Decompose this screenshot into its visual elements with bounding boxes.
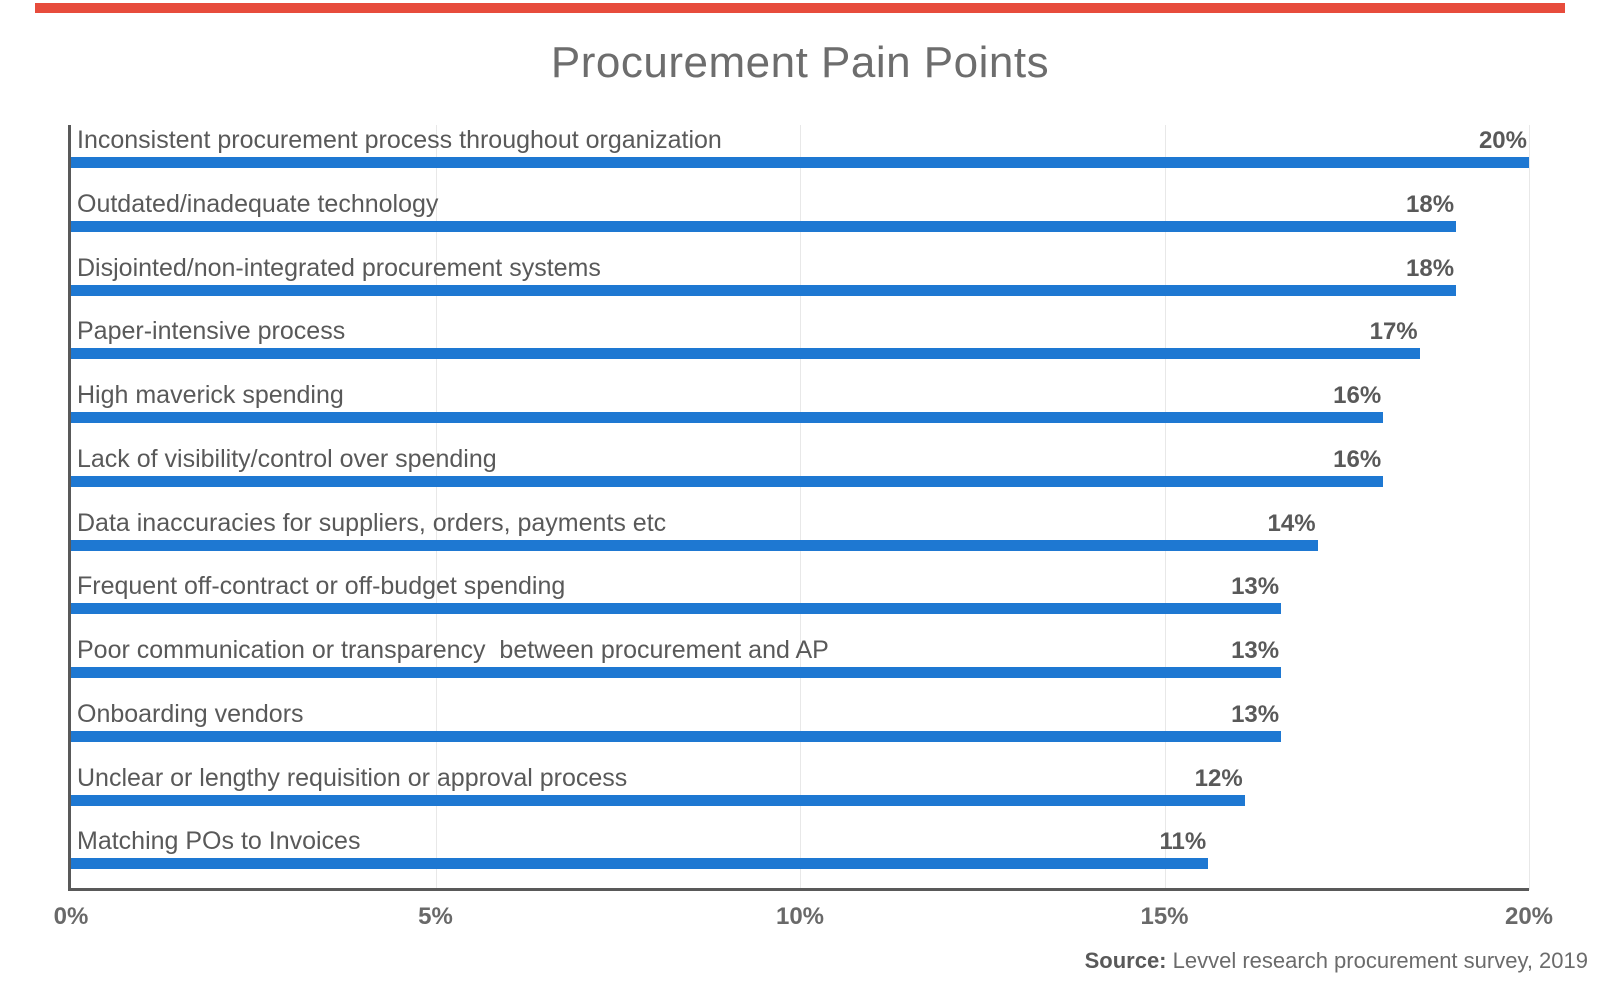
bar-row: Poor communication or transparency betwe…: [71, 635, 1529, 699]
gridline-20pct: [1529, 125, 1530, 890]
value-label: 20%: [1478, 127, 1527, 154]
bar: [71, 539, 1318, 551]
category-label: Frequent off-contract or off-budget spen…: [77, 572, 566, 601]
value-label: 11%: [1159, 828, 1207, 856]
value-label: 18%: [1406, 190, 1455, 218]
bar: [71, 858, 1209, 870]
category-label: Outdated/inadequate technology: [77, 189, 439, 218]
chart-title: Procurement Pain Points: [550, 38, 1050, 87]
bar: [71, 603, 1282, 615]
value-label: 13%: [1231, 700, 1280, 728]
bar-row: Lack of visibility/control over spending…: [71, 444, 1529, 508]
value-label: 12%: [1194, 764, 1243, 792]
bar-row: High maverick spending 16%: [71, 380, 1529, 444]
source-text: Levvel research procurement survey, 2019: [1166, 948, 1588, 973]
category-label: High maverick spending: [77, 381, 344, 409]
bar-row: Matching POs to Invoices 11%: [71, 826, 1529, 890]
category-label: Onboarding vendors: [77, 699, 304, 728]
bar: [71, 157, 1529, 168]
bar-row: Paper-intensive process 17%: [71, 316, 1529, 380]
value-label: 13%: [1231, 637, 1280, 664]
x-tick-0: 0%: [53, 903, 89, 930]
value-label: 17%: [1369, 318, 1418, 346]
bar: [71, 220, 1457, 232]
value-label: 13%: [1231, 573, 1280, 601]
x-axis-line: [68, 888, 1529, 891]
bar: [71, 412, 1384, 423]
bar-row: Frequent off-contract or off-budget spen…: [71, 571, 1529, 635]
bar-row: Inconsistent procurement process through…: [71, 125, 1529, 189]
bar: [71, 348, 1420, 360]
bar: [71, 475, 1384, 487]
bar-row: Data inaccuracies for suppliers, orders,…: [71, 508, 1529, 572]
gridline-10pct: [800, 125, 801, 890]
bar-row: Unclear or lengthy requisition or approv…: [71, 763, 1529, 827]
bar-rows: Inconsistent procurement process through…: [71, 125, 1529, 890]
bar: [71, 794, 1245, 806]
gridline-15pct: [1164, 125, 1166, 890]
x-axis-ticks: 0% 5% 10% 15% 20%: [54, 903, 1553, 933]
value-label: 14%: [1267, 509, 1316, 537]
gridline-5pct: [435, 125, 437, 890]
x-tick-15: 15%: [1140, 903, 1189, 930]
plot-area: Inconsistent procurement process through…: [54, 125, 1553, 930]
bar-row: Outdated/inadequate technology 18%: [71, 189, 1529, 253]
bar-row: Disjointed/non-integrated procurement sy…: [71, 253, 1529, 317]
value-label: 18%: [1406, 254, 1455, 282]
source-label: Source:: [1084, 948, 1167, 973]
category-label: Poor communication or transparency betwe…: [77, 636, 829, 664]
category-label: Lack of visibility/control over spending: [77, 444, 497, 473]
top-accent-bar: [35, 3, 1565, 13]
x-tick-10: 10%: [775, 903, 825, 930]
bar: [71, 667, 1282, 678]
value-label: 16%: [1333, 382, 1382, 409]
source-note: Source: Levvel research procurement surv…: [1085, 948, 1588, 974]
category-label: Data inaccuracies for suppliers, orders,…: [77, 508, 667, 537]
category-label: Disjointed/non-integrated procurement sy…: [77, 253, 601, 282]
y-axis-line: [68, 125, 71, 891]
bar-row: Onboarding vendors 13%: [71, 699, 1529, 763]
category-label: Unclear or lengthy requisition or approv…: [77, 763, 628, 792]
category-label: Matching POs to Invoices: [77, 827, 361, 856]
bar: [71, 284, 1457, 296]
x-tick-5: 5%: [418, 903, 453, 930]
value-label: 16%: [1333, 445, 1382, 473]
bar: [71, 730, 1282, 742]
category-label: Paper-intensive process: [77, 317, 346, 346]
x-tick-20: 20%: [1504, 903, 1554, 930]
category-label: Inconsistent procurement process through…: [77, 126, 722, 154]
